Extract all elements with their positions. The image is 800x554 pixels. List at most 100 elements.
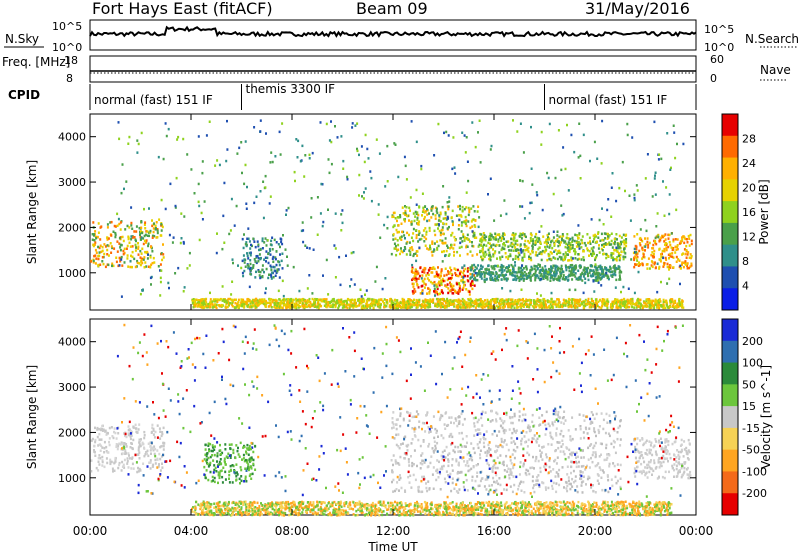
power-point	[635, 256, 638, 260]
velocity-point	[214, 466, 217, 470]
power-point	[644, 237, 646, 240]
power-point	[199, 302, 202, 305]
power-point	[663, 240, 666, 243]
power-point	[404, 303, 407, 307]
power-point	[462, 281, 465, 284]
power-colorbar-swatch	[722, 114, 738, 137]
power-point	[460, 224, 463, 227]
power-point	[362, 197, 365, 200]
velocity-point	[101, 424, 104, 428]
power-point	[463, 280, 466, 284]
velocity-point	[238, 455, 241, 458]
power-point	[614, 249, 617, 252]
power-point	[122, 249, 125, 253]
power-point	[438, 300, 441, 303]
velocity-point	[105, 433, 108, 436]
power-point	[443, 299, 446, 303]
power-point	[164, 207, 167, 211]
power-point	[452, 136, 455, 139]
power-point	[619, 304, 622, 308]
power-point	[110, 251, 113, 254]
power-point	[379, 303, 382, 307]
power-point	[531, 245, 534, 248]
power-point	[466, 245, 469, 248]
power-point	[425, 237, 428, 241]
power-point	[598, 218, 601, 222]
power-point	[454, 268, 457, 271]
power-point	[654, 261, 656, 264]
power-point	[131, 255, 134, 259]
power-point	[503, 242, 505, 245]
power-point	[542, 235, 545, 238]
power-point	[491, 267, 494, 270]
power-point	[426, 207, 428, 211]
power-point	[642, 255, 645, 259]
power-point	[289, 306, 292, 310]
power-point	[325, 122, 328, 126]
power-point	[273, 238, 276, 242]
power-point	[470, 303, 473, 307]
power-point	[147, 265, 150, 268]
power-point	[459, 214, 462, 217]
power-point	[418, 205, 421, 208]
power-point	[106, 238, 109, 241]
power-point	[605, 256, 608, 260]
power-point	[477, 305, 480, 308]
power-point	[602, 300, 605, 303]
power-point	[422, 268, 425, 272]
power-point	[462, 276, 465, 279]
power-point	[464, 274, 466, 278]
velocity-point	[138, 441, 141, 444]
velocity-point	[126, 460, 129, 463]
power-point	[269, 249, 272, 253]
power-point	[558, 301, 561, 304]
power-point	[618, 242, 621, 246]
velocity-point	[125, 445, 128, 448]
power-point	[116, 224, 119, 227]
power-point	[536, 236, 539, 240]
velocity-point	[213, 476, 216, 480]
power-point	[468, 299, 471, 302]
power-point	[310, 197, 313, 200]
power-point	[652, 304, 655, 307]
power-point	[656, 212, 659, 215]
power-point	[397, 302, 400, 306]
power-point	[316, 196, 319, 199]
power-point	[442, 185, 445, 188]
power-point	[269, 264, 272, 267]
power-point	[131, 235, 134, 239]
power-point	[439, 211, 442, 214]
power-point	[243, 302, 246, 306]
power-point	[686, 253, 689, 256]
power-point	[505, 266, 508, 269]
noise-right-tick-bottom: 10^0	[704, 41, 734, 54]
power-point	[616, 238, 618, 241]
power-point	[345, 305, 348, 308]
power-point	[484, 299, 486, 302]
power-point	[579, 266, 582, 270]
power-point	[472, 245, 475, 248]
velocity-point	[208, 449, 211, 453]
power-point	[308, 247, 311, 250]
power-point	[269, 303, 272, 306]
power-point	[534, 265, 537, 268]
power-point	[118, 242, 121, 245]
power-point	[646, 298, 649, 301]
velocity-point	[149, 441, 152, 444]
velocity-point	[131, 457, 133, 460]
power-point	[665, 247, 668, 250]
power-point	[436, 291, 438, 294]
power-point	[647, 257, 650, 260]
power-point	[208, 306, 211, 309]
power-point	[112, 264, 115, 268]
power-point	[564, 304, 567, 307]
power-point	[513, 244, 516, 247]
power-point	[223, 300, 226, 304]
power-point	[647, 246, 650, 249]
power-point	[550, 265, 552, 268]
power-point	[418, 230, 421, 233]
power-point	[559, 251, 562, 255]
power-point	[617, 246, 620, 250]
power-point	[578, 122, 581, 125]
power-point	[507, 302, 510, 305]
